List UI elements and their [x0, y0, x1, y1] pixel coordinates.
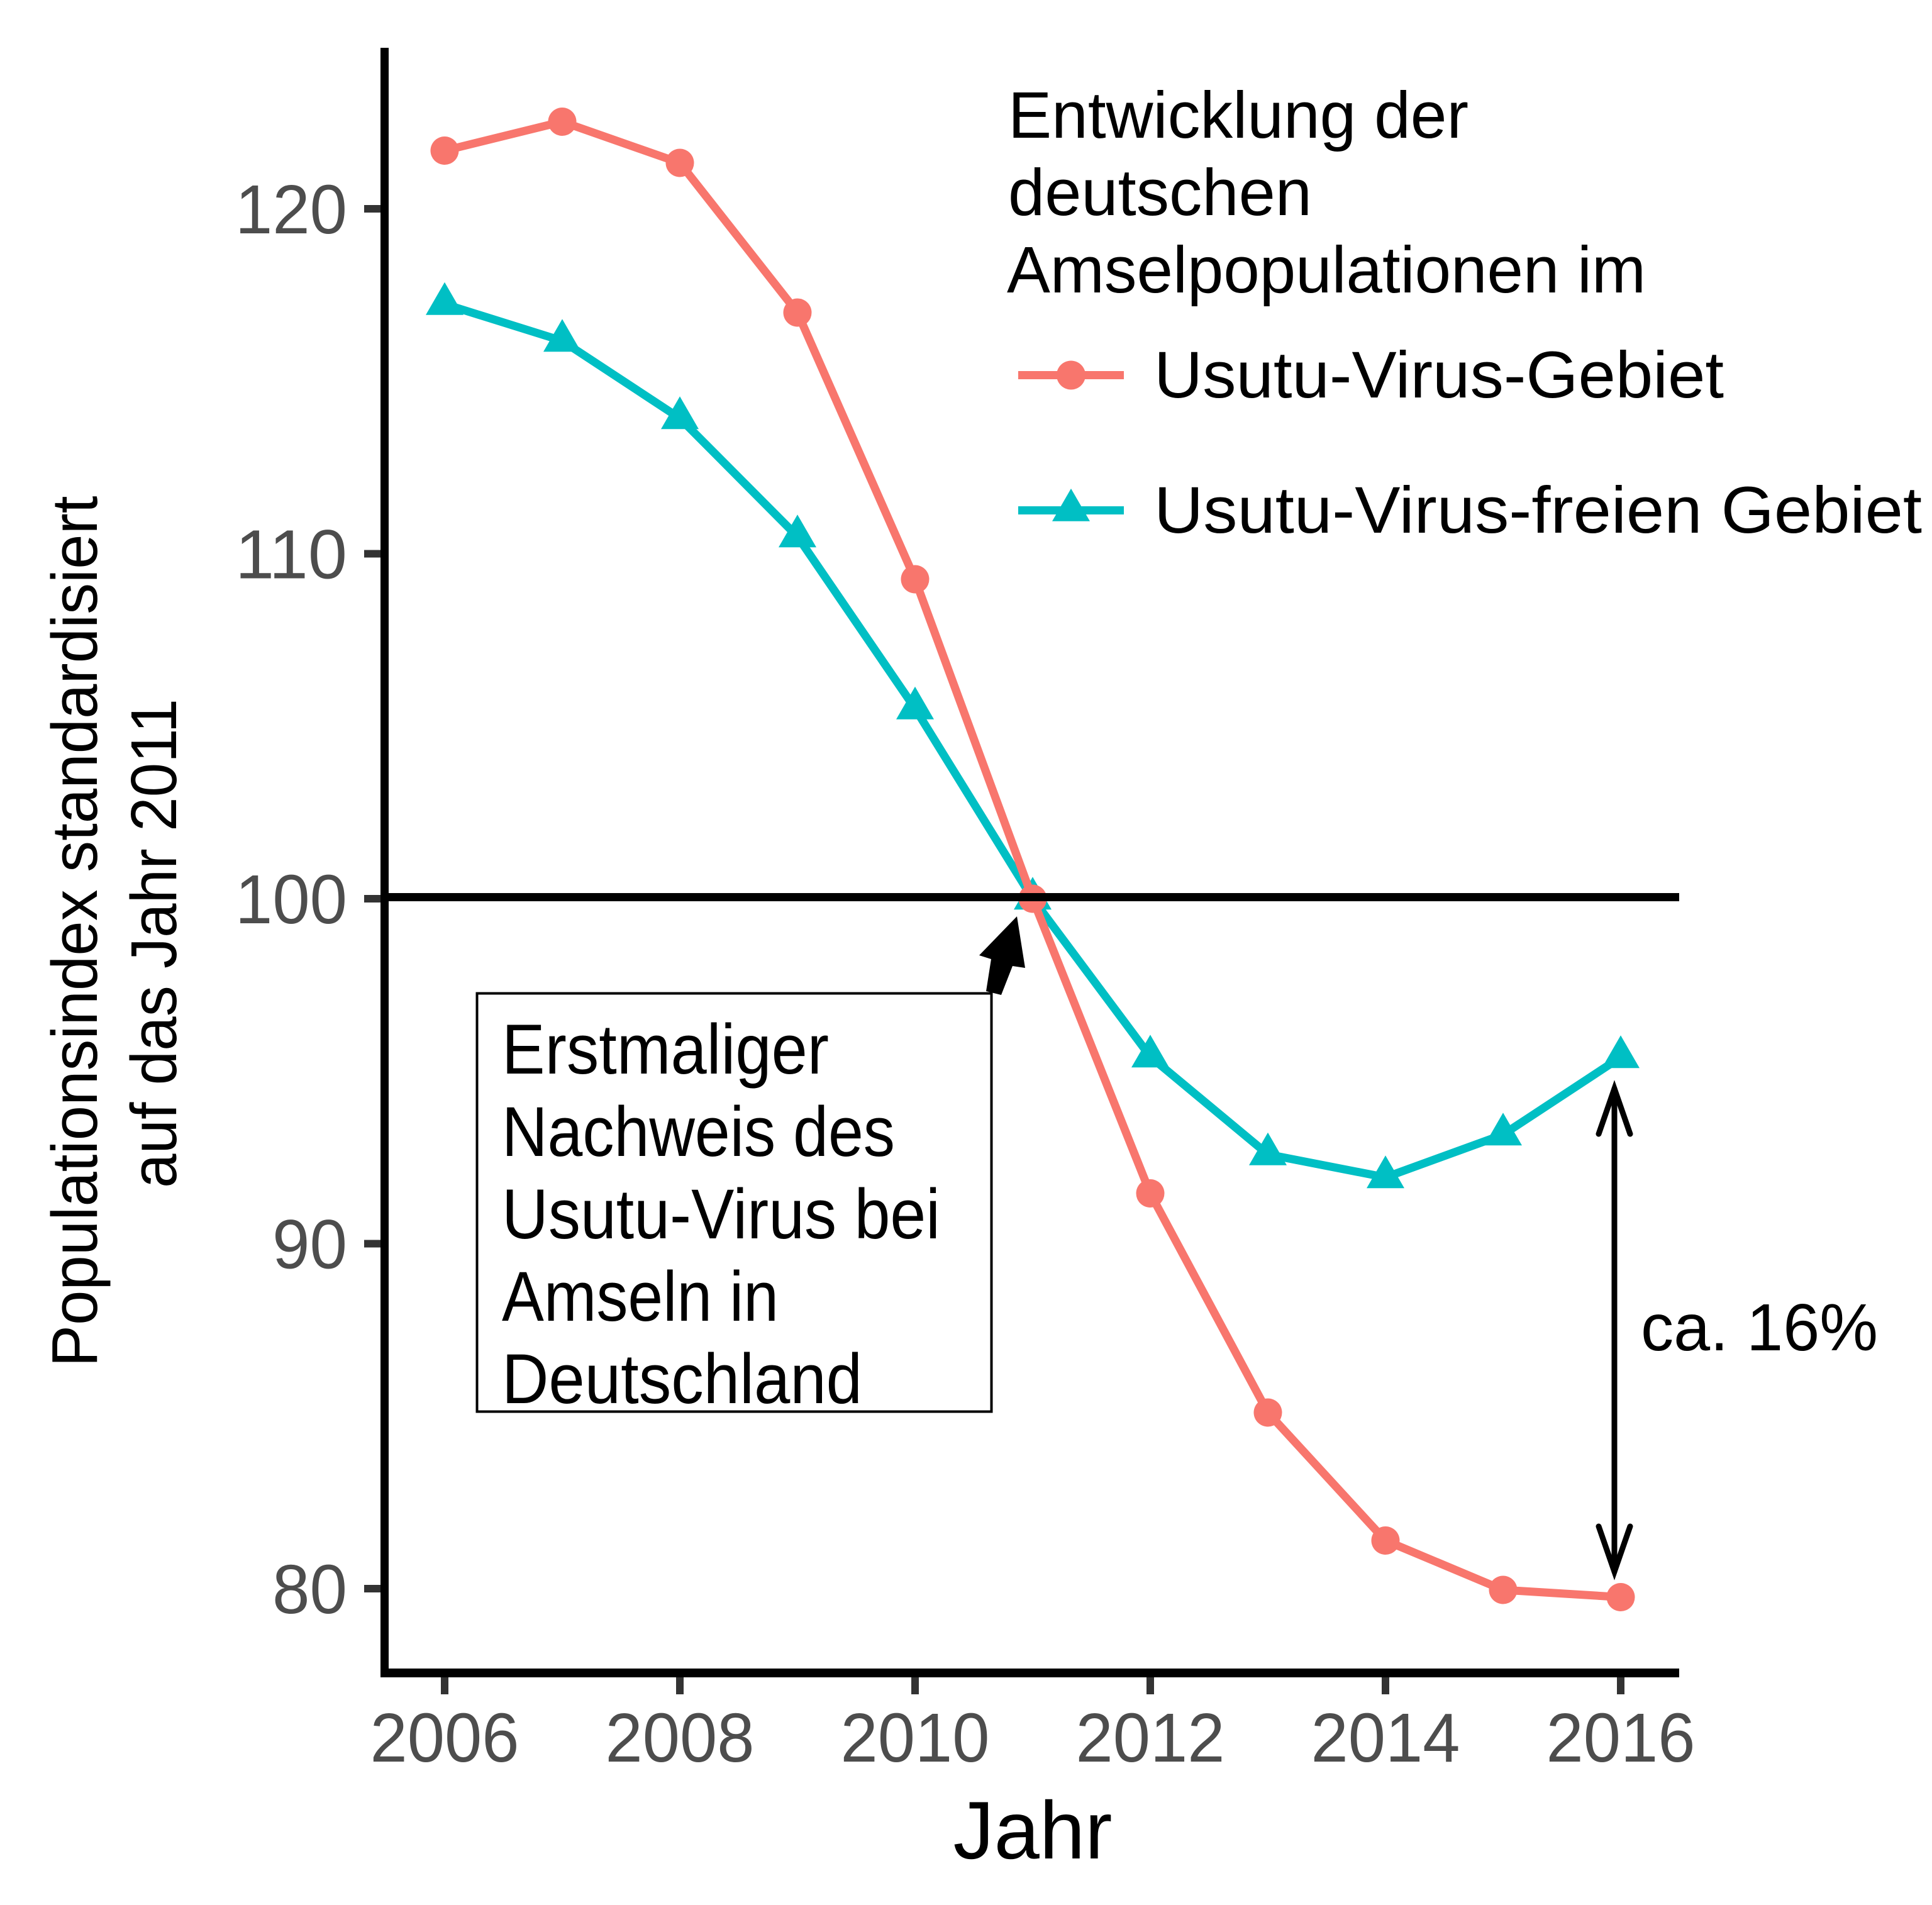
svg-text:100: 100 [235, 861, 347, 938]
svg-text:Usutu-Virus-Gebiet: Usutu-Virus-Gebiet [1154, 338, 1724, 412]
svg-text:Usutu-Virus bei: Usutu-Virus bei [502, 1175, 940, 1253]
svg-text:2012: 2012 [1076, 1699, 1225, 1777]
svg-text:2016: 2016 [1546, 1699, 1696, 1777]
svg-text:Erstmaliger: Erstmaliger [502, 1010, 829, 1089]
svg-text:deutschen: deutschen [1008, 156, 1312, 230]
svg-text:auf das Jahr 2011: auf das Jahr 2011 [118, 699, 190, 1188]
svg-text:ca. 16%: ca. 16% [1641, 1291, 1878, 1365]
svg-text:Usutu-Virus-freien Gebiet: Usutu-Virus-freien Gebiet [1154, 474, 1922, 547]
svg-text:90: 90 [272, 1206, 347, 1284]
svg-text:Jahr: Jahr [953, 1784, 1113, 1876]
svg-text:2014: 2014 [1311, 1699, 1460, 1777]
svg-text:Deutschland: Deutschland [502, 1340, 862, 1418]
svg-text:110: 110 [235, 516, 347, 594]
svg-text:120: 120 [235, 171, 347, 248]
svg-text:2010: 2010 [841, 1699, 990, 1777]
svg-text:Amselpopulationen im: Amselpopulationen im [1007, 233, 1646, 307]
svg-text:2006: 2006 [370, 1699, 519, 1777]
svg-text:Entwicklung der: Entwicklung der [1008, 79, 1468, 152]
svg-text:Amseln in: Amseln in [502, 1257, 779, 1336]
svg-text:2008: 2008 [606, 1699, 755, 1777]
svg-text:80: 80 [272, 1551, 347, 1628]
svg-text:Nachweis des: Nachweis des [502, 1092, 895, 1171]
svg-text:Populationsindex standardisier: Populationsindex standardisiert [38, 496, 111, 1367]
